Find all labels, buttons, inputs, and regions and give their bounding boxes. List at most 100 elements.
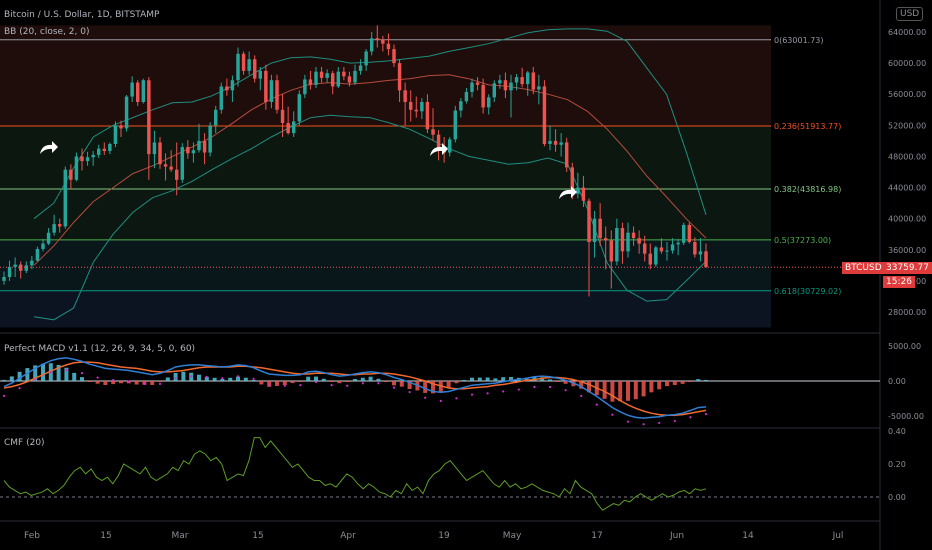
- currency-button[interactable]: USD: [896, 7, 924, 21]
- macd-dot: [704, 413, 708, 416]
- candle-body: [314, 71, 318, 85]
- last-price-badge: 33759.77: [883, 262, 932, 274]
- macd-histogram-bar: [462, 379, 467, 381]
- macd-histogram-bar: [353, 378, 357, 381]
- candle-body: [80, 156, 84, 162]
- candle-body: [587, 200, 591, 242]
- macd-histogram-bar: [259, 381, 264, 385]
- macd-dot: [158, 382, 162, 385]
- macd-histogram-bar: [134, 381, 139, 385]
- candle-body: [509, 82, 513, 91]
- price-axis-tick: 28000.00: [888, 308, 926, 317]
- macd-histogram-bar: [563, 381, 568, 384]
- macd-histogram-bar: [649, 381, 654, 393]
- macd-dot: [642, 423, 645, 426]
- candle-body: [381, 39, 385, 44]
- macd-histogram-bar: [181, 371, 186, 381]
- candle-body: [342, 71, 346, 77]
- fib-zone: [0, 126, 771, 189]
- macd-dot: [392, 386, 396, 389]
- time-axis-tick: May: [503, 531, 522, 541]
- candle-body: [564, 142, 569, 168]
- macd-histogram-bar: [95, 381, 100, 384]
- fib-label: 0.236(51913.77): [774, 122, 841, 131]
- macd-histogram-bar: [446, 381, 451, 388]
- candle-body: [670, 244, 675, 251]
- symbol-title: Bitcoin / U.S. Dollar, 1D, BITSTAMP: [4, 10, 160, 20]
- macd-histogram-bar: [337, 381, 342, 384]
- macd-axis-tick: 5000.00: [888, 342, 921, 351]
- macd-histogram-bar: [376, 378, 381, 381]
- macd-histogram-bar: [532, 376, 537, 381]
- macd-histogram-bar: [251, 379, 256, 381]
- macd-histogram-bar: [509, 376, 513, 381]
- macd-histogram-bar: [236, 376, 240, 381]
- candle-body: [392, 49, 396, 64]
- macd-histogram-bar: [282, 381, 287, 386]
- fib-label: 0.618(30729.02): [774, 287, 841, 296]
- price-axis-tick: 48000.00: [888, 152, 926, 161]
- candle-body: [291, 121, 296, 134]
- macd-histogram-bar: [87, 381, 92, 382]
- macd-histogram-bar: [407, 381, 412, 390]
- candle-body: [620, 228, 625, 252]
- macd-dot: [221, 377, 224, 380]
- macd-histogram-bar: [321, 378, 326, 381]
- candle-body: [63, 169, 68, 227]
- macd-histogram-bar: [618, 381, 623, 402]
- candle-body: [247, 59, 251, 71]
- candle-body: [470, 82, 474, 92]
- bb-indicator-label[interactable]: BB (20, close, 2, 0): [4, 27, 90, 37]
- macd-dot: [18, 387, 21, 390]
- macd-histogram-bar: [657, 381, 662, 390]
- macd-histogram-bar: [399, 381, 404, 387]
- macd-histogram-bar: [197, 374, 201, 381]
- arrow-marker-icon: [559, 186, 577, 199]
- countdown-badge: 15:26: [883, 276, 915, 288]
- macd-dot: [455, 397, 458, 400]
- macd-histogram-bar: [454, 381, 459, 384]
- candle-body: [264, 70, 268, 102]
- candle-body: [258, 70, 263, 79]
- macd-histogram-bar: [173, 373, 178, 381]
- candle-body: [475, 82, 480, 85]
- macd-histogram-bar: [158, 381, 162, 382]
- macd-dot: [517, 388, 520, 391]
- candle-body: [693, 242, 697, 255]
- candle-body: [180, 147, 185, 180]
- candle-body: [241, 53, 246, 71]
- candle-body: [230, 80, 235, 91]
- candle-body: [152, 142, 157, 155]
- fib-label: 0.5(37273.00): [774, 236, 831, 245]
- macd-dot: [174, 377, 177, 380]
- candle-body: [102, 148, 107, 151]
- candle-body: [687, 224, 692, 242]
- macd-histogram-bar: [470, 377, 474, 381]
- candle-body: [514, 77, 519, 83]
- candle-body: [665, 250, 669, 252]
- candle-body: [431, 129, 435, 135]
- macd-dot: [595, 403, 598, 406]
- candle-body: [520, 77, 524, 85]
- macd-dot: [502, 390, 505, 393]
- arrow-marker-icon: [430, 143, 448, 156]
- macd-dot: [673, 419, 676, 423]
- candle-body: [414, 109, 419, 112]
- candle-body: [453, 110, 458, 140]
- macd-dot: [346, 384, 349, 387]
- macd-histogram-bar: [704, 379, 708, 381]
- candle-body: [553, 140, 558, 145]
- macd-indicator-label[interactable]: Perfect MACD v1.1 (12, 26, 9, 34, 5, 0, …: [4, 344, 196, 354]
- candle-body: [447, 139, 452, 153]
- candle-body: [286, 123, 290, 134]
- candle-body: [85, 157, 90, 162]
- cmf-indicator-label[interactable]: CMF (20): [4, 438, 45, 448]
- candle-body: [525, 72, 530, 85]
- candle-body: [581, 187, 586, 201]
- macd-histogram-bar: [392, 381, 396, 386]
- fib-zone: [0, 239, 771, 291]
- macd-axis-tick: 0.00: [888, 377, 906, 386]
- bb-basis-line: [33, 74, 707, 266]
- candle-body: [41, 243, 45, 249]
